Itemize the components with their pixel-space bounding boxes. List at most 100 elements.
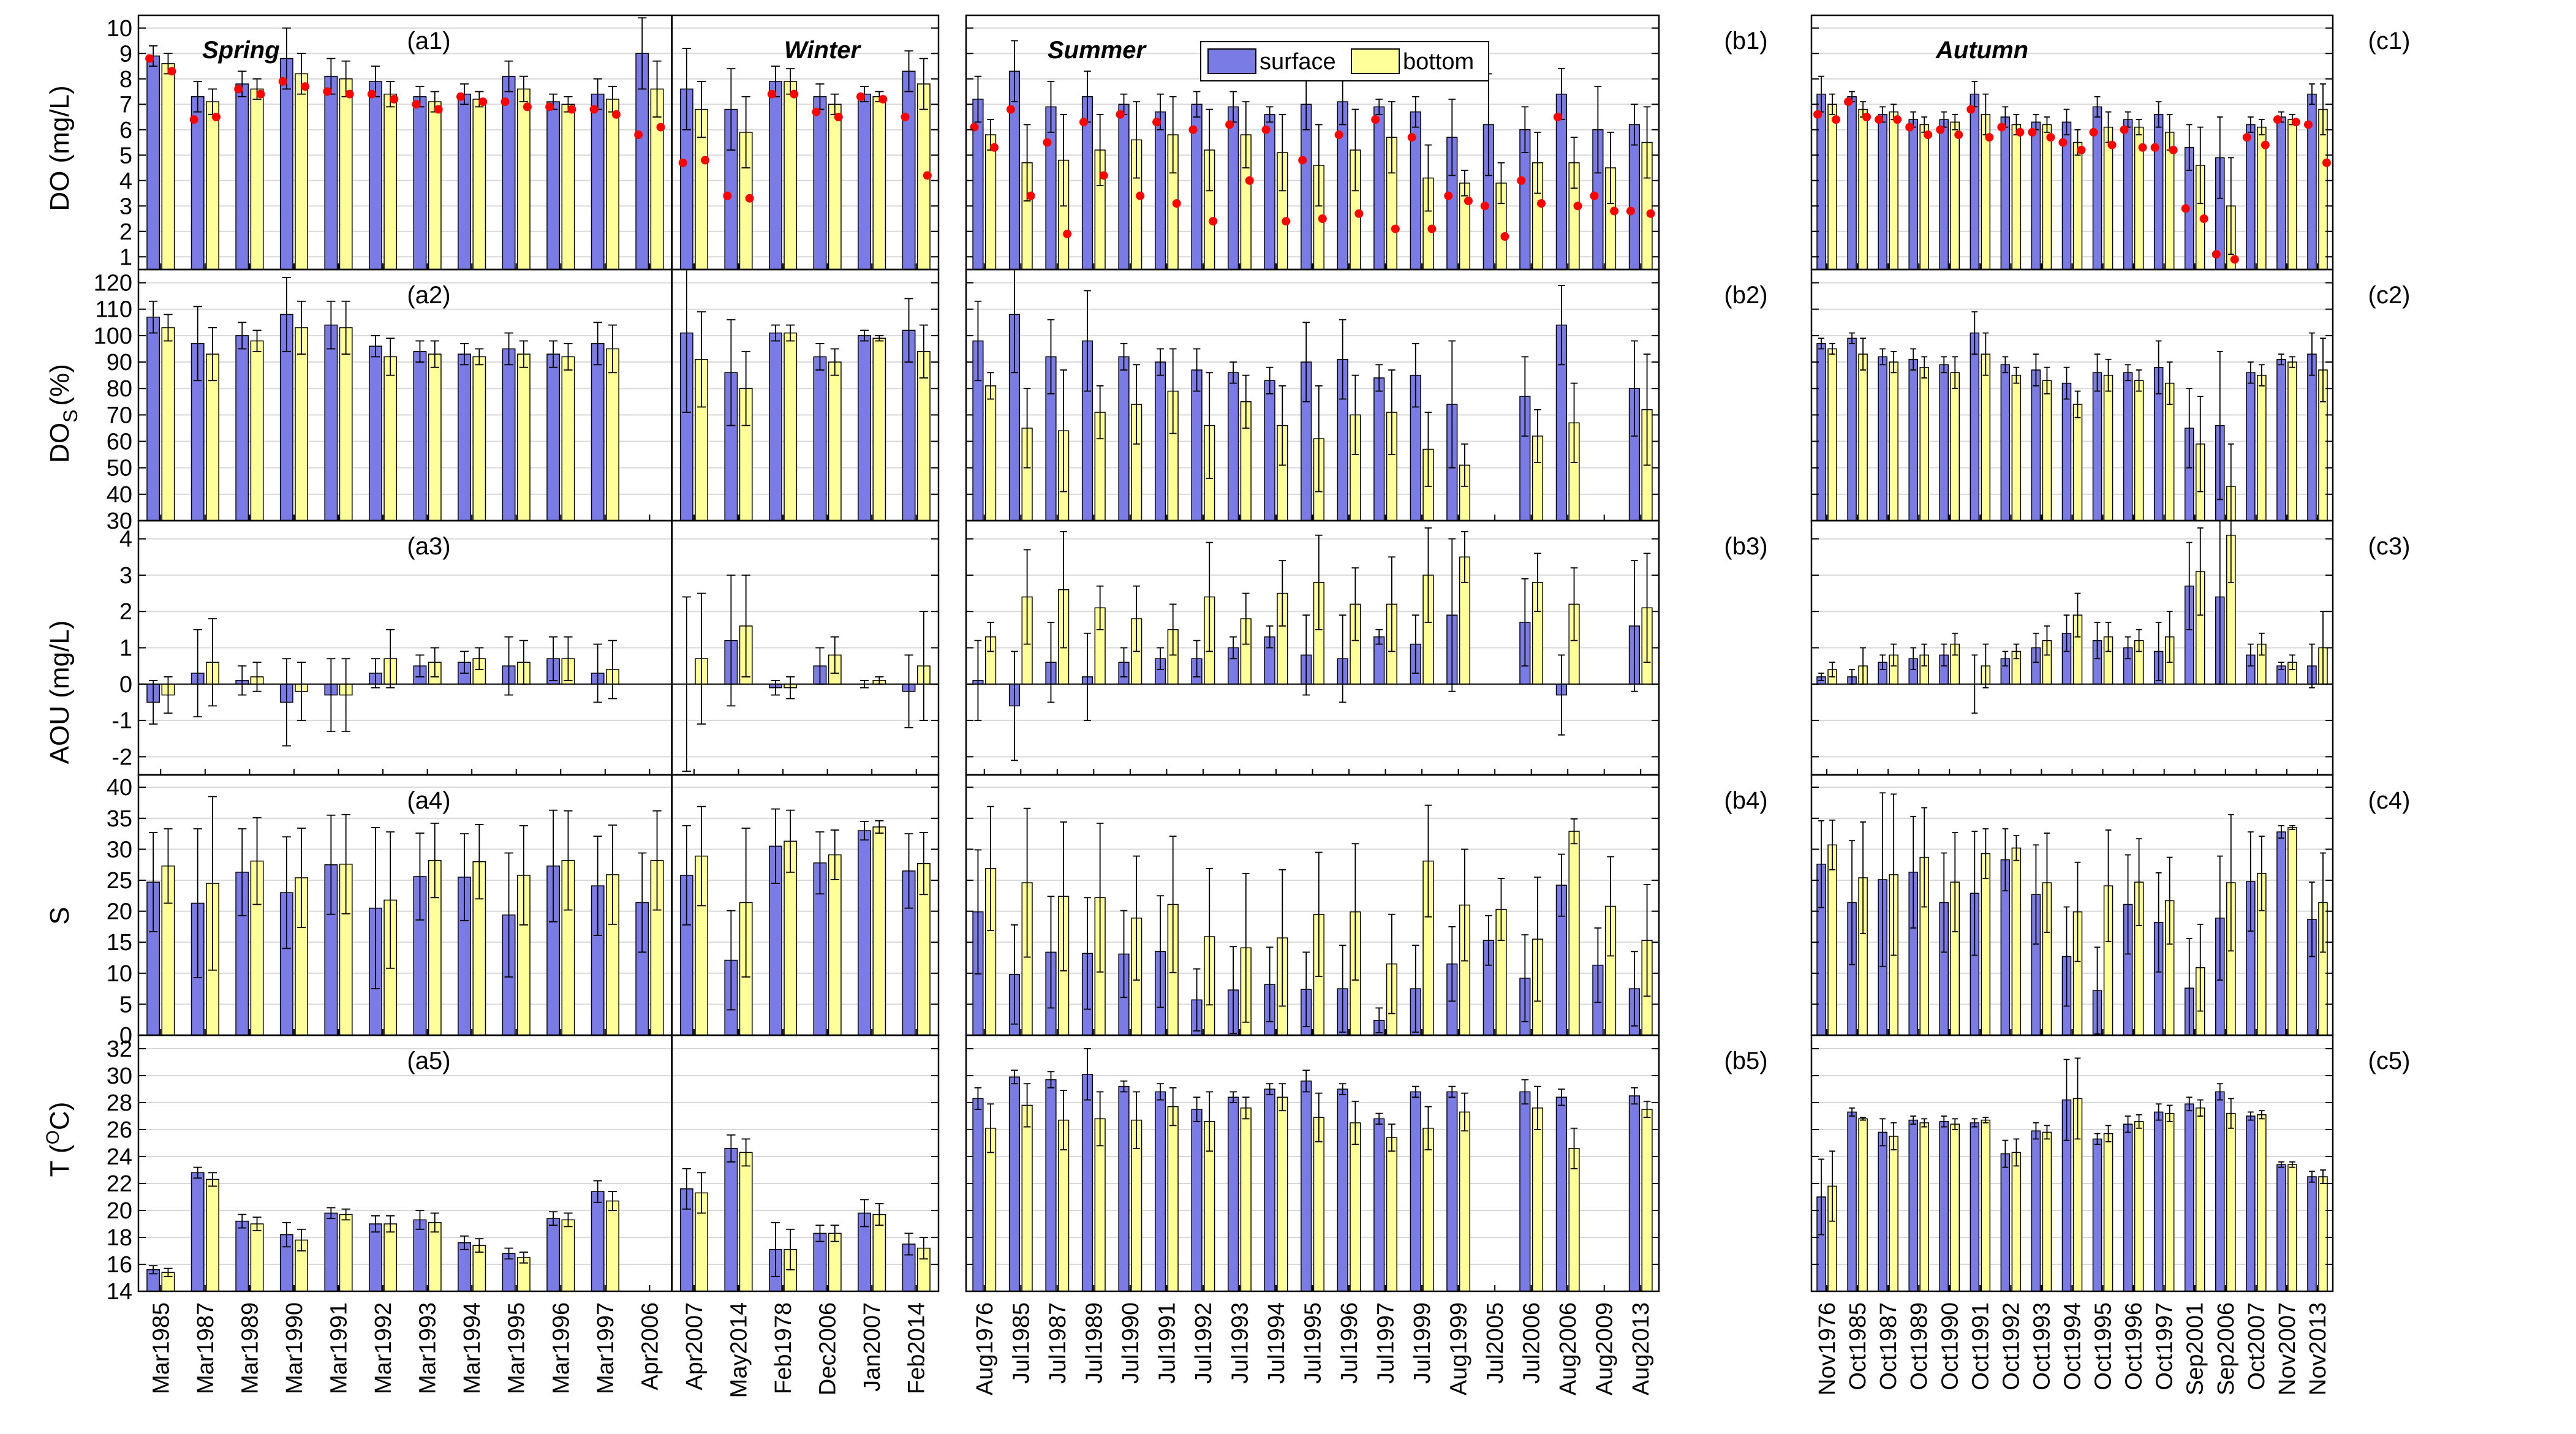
y-tick-label: 120	[94, 271, 132, 296]
min-dot-surface	[278, 77, 287, 86]
bar-bottom	[2103, 1133, 2113, 1292]
bar-surface	[2153, 114, 2164, 270]
x-category-label: Oct1991	[1968, 1302, 1993, 1391]
bar-bottom	[2195, 1108, 2205, 1292]
bar-surface	[2031, 369, 2041, 521]
bar-surface	[1081, 1074, 1093, 1292]
bar-surface	[768, 81, 782, 270]
legend: surface bottom	[1200, 41, 1489, 81]
bar-surface	[2307, 1176, 2317, 1292]
bar-bottom	[1568, 1148, 1580, 1292]
bar-bottom	[2287, 827, 2297, 1036]
y-tick-label: 100	[94, 323, 132, 349]
x-category-label: Jul1987	[1045, 1302, 1071, 1384]
bar-bottom	[2072, 404, 2083, 521]
bar-bottom	[828, 361, 842, 521]
bar-surface	[902, 70, 916, 270]
bar-surface	[2153, 1111, 2164, 1292]
bar-surface	[1154, 111, 1166, 270]
bar-bottom	[516, 88, 531, 270]
y-tick-label: 25	[107, 868, 132, 894]
bar-bottom	[2164, 1112, 2175, 1292]
x-category-label: Jul1999	[1410, 1302, 1435, 1384]
bar-surface	[368, 345, 382, 521]
bar-bottom	[2042, 380, 2052, 521]
bar-surface	[1939, 364, 1949, 521]
bar-surface	[724, 1148, 738, 1292]
bar-bottom	[2226, 1112, 2236, 1292]
bar-bottom	[1240, 1108, 1252, 1292]
min-dot-surface	[589, 105, 599, 114]
panel-label: (b4)	[1724, 787, 1767, 814]
bar-surface	[1228, 106, 1239, 270]
season-title: Autumn	[1935, 37, 2028, 64]
bar-bottom	[250, 88, 264, 270]
min-dot-bottom	[1536, 199, 1546, 208]
legend-bottom-label: bottom	[1403, 49, 1474, 75]
min-dot-surface	[1553, 113, 1562, 121]
panel-label: (c3)	[2368, 533, 2411, 560]
min-dot-surface	[1844, 97, 1853, 107]
bar-bottom	[2134, 1121, 2144, 1292]
bar-surface	[1970, 1122, 1980, 1292]
bar-bottom	[872, 1213, 886, 1292]
bar-surface	[2246, 372, 2256, 521]
bar-surface	[2000, 116, 2011, 270]
x-category-label: Nov1976	[1815, 1302, 1840, 1395]
panel-label: (a5)	[407, 1047, 450, 1074]
y-tick-label: 90	[107, 350, 132, 375]
x-category-label: Oct1997	[2152, 1302, 2178, 1391]
bar-bottom	[1950, 372, 1960, 521]
bar-surface	[2276, 831, 2286, 1036]
bar-surface	[191, 1172, 205, 1292]
legend-bottom-swatch	[1351, 48, 1400, 74]
bar-bottom	[295, 327, 309, 521]
bar-bottom	[516, 353, 531, 521]
min-dot-surface	[2181, 204, 2190, 213]
bar-surface	[2000, 364, 2011, 521]
min-dot-surface	[723, 191, 732, 200]
bar-bottom	[250, 1223, 264, 1292]
bar-bottom	[828, 854, 842, 1036]
bar-surface	[858, 335, 871, 521]
bar-surface	[1228, 372, 1239, 521]
x-category-label: Mar1992	[371, 1302, 396, 1394]
x-category-label: Sep2001	[2183, 1302, 2208, 1395]
bar-bottom	[383, 356, 398, 521]
min-dot-surface	[1875, 115, 1884, 124]
min-dot-bottom	[1427, 224, 1437, 233]
y-tick-label: 9	[119, 41, 132, 67]
bar-surface	[1373, 106, 1385, 270]
frames-layer	[137, 14, 2334, 1292]
bar-surface	[1519, 1091, 1531, 1292]
panel-label: (b3)	[1724, 533, 1767, 560]
bar-surface	[1373, 377, 1385, 521]
min-dot-bottom	[656, 123, 665, 132]
y-tick-label: 110	[95, 297, 132, 323]
min-dot-bottom	[1893, 115, 1902, 124]
bar-surface	[1264, 1089, 1275, 1292]
min-dot-bottom	[745, 194, 754, 203]
min-dot-surface	[1371, 115, 1380, 124]
y-tick-label: 10	[107, 961, 132, 987]
bar-bottom	[2287, 361, 2297, 521]
x-category-label: Feb2014	[904, 1302, 930, 1394]
bar-surface	[368, 1223, 382, 1292]
min-dot-surface	[1997, 123, 2006, 132]
season-title: Summer	[1048, 37, 1147, 64]
ylabel-s: S	[45, 907, 75, 924]
bar-surface	[1446, 1091, 1458, 1292]
min-dot-surface	[2058, 138, 2068, 147]
panel-label: (b1)	[1724, 28, 1767, 55]
min-dot-bottom	[2199, 214, 2208, 223]
y-tick-label: 14	[107, 1279, 132, 1305]
bar-bottom	[1981, 1119, 1991, 1292]
bar-surface	[1264, 380, 1275, 521]
bar-bottom	[1422, 1128, 1434, 1292]
y-tick-label: 10	[107, 16, 132, 42]
min-dot-bottom	[567, 105, 576, 114]
ylabel-t-main: T (	[45, 1144, 75, 1177]
bar-surface	[1908, 1119, 1918, 1292]
bar-bottom	[2257, 1114, 2267, 1292]
